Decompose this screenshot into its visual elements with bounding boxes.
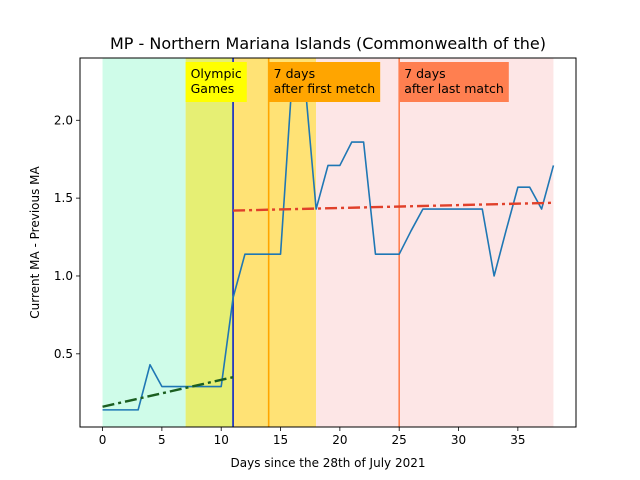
trend-line-2 [233, 201, 554, 212]
vertical-markers [232, 58, 400, 427]
y-tick-label: 1.0 [54, 269, 73, 283]
data-series-line [102, 74, 555, 411]
plot-frame [79, 57, 577, 428]
x-tick-label: 25 [392, 433, 407, 447]
annotation-box-2 [399, 62, 509, 102]
annotation-box-1 [268, 62, 381, 102]
annotation-text-2-0: 7 days [404, 66, 445, 81]
region-band-2 [233, 58, 317, 427]
x-axis-ticks: 0 5 10 15 20 25 30 35 [99, 427, 525, 447]
x-tick-label: 35 [510, 433, 525, 447]
y-axis-ticks: 0.5 1.0 1.5 2.0 [54, 113, 80, 361]
x-tick-label: 20 [332, 433, 347, 447]
region-band-1 [185, 58, 234, 427]
region-band-3 [316, 58, 554, 427]
x-tick-label: 0 [99, 433, 107, 447]
annotation-text-1-0: 7 days [274, 66, 315, 81]
annotation-text-2-1: after last match [404, 81, 504, 96]
y-tick-label: 2.0 [54, 113, 73, 127]
y-axis-label: Current MA - Previous MA [28, 165, 42, 318]
x-tick-label: 5 [158, 433, 166, 447]
x-tick-label: 10 [214, 433, 229, 447]
annotation-text-0-1: Games [191, 81, 235, 96]
annotation-text-0-0: Olympic [191, 66, 242, 81]
annotation-box-0 [185, 62, 247, 102]
x-tick-label: 30 [451, 433, 466, 447]
chart-title: MP - Northern Mariana Islands (Commonwea… [110, 34, 546, 53]
x-axis-label: Days since the 28th of July 2021 [231, 456, 426, 470]
background-regions [102, 58, 554, 427]
annotation-text-1-1: after first metch [274, 81, 376, 96]
x-tick-label: 15 [273, 433, 288, 447]
y-tick-label: 0.5 [54, 347, 73, 361]
series-lines [102, 74, 555, 411]
y-tick-label: 1.5 [54, 191, 73, 205]
region-band-0 [102, 58, 186, 427]
